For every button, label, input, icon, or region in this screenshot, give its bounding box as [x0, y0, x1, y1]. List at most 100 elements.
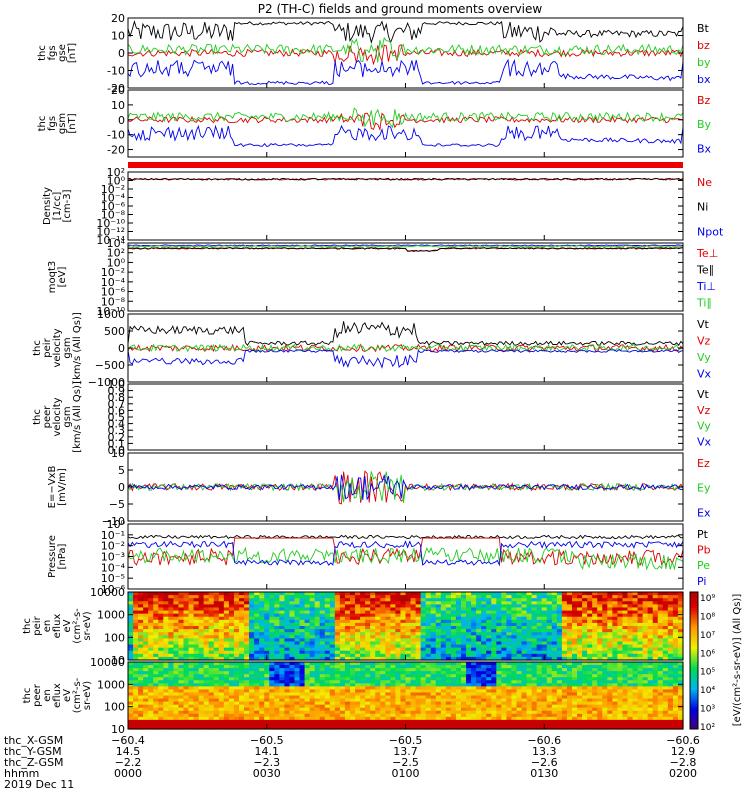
heat-cell — [143, 647, 149, 652]
heat-cell — [304, 668, 311, 672]
heat-cell — [264, 719, 270, 724]
heat-cell — [551, 601, 558, 605]
heat-cell — [183, 677, 190, 681]
heat-cell — [193, 674, 200, 678]
heat-cell — [506, 674, 513, 678]
heat-cell — [561, 632, 568, 636]
heat-cell — [173, 653, 180, 658]
heat-cell — [667, 601, 674, 605]
heat-cell — [461, 616, 467, 621]
series-efield-1 — [127, 471, 684, 504]
heat-cell — [440, 707, 447, 712]
heat-cell — [233, 719, 240, 724]
heat-cell — [435, 592, 442, 596]
heat-cell — [309, 722, 316, 727]
heat-cell — [259, 610, 265, 615]
heat-cell — [481, 635, 487, 639]
heat-cell — [405, 671, 412, 675]
heat-cell — [138, 592, 144, 596]
heat-cell — [355, 695, 361, 700]
heat-cell — [455, 692, 462, 697]
heat-cell — [425, 707, 432, 712]
heat-cell — [627, 710, 634, 715]
heat-cell — [607, 719, 613, 724]
heat-cell — [355, 668, 361, 672]
heat-cell — [173, 671, 180, 675]
heat-cell — [476, 619, 482, 624]
heat-cell — [662, 601, 669, 605]
heat-cell — [496, 683, 502, 687]
heat-cell — [138, 680, 144, 684]
heat-cell — [415, 686, 422, 691]
heat-cell — [329, 710, 336, 715]
heat-cell — [173, 680, 180, 684]
heat-cell — [339, 707, 346, 712]
heat-cell — [471, 632, 477, 636]
heat-cell — [163, 671, 169, 675]
heat-cell — [138, 695, 144, 700]
heat-cell — [193, 619, 200, 624]
heat-cell — [597, 622, 603, 627]
heat-cell — [375, 635, 381, 639]
heat-cell — [632, 598, 639, 602]
heat-cell — [254, 707, 260, 712]
heat-cell — [314, 695, 321, 700]
heat-cell — [299, 722, 306, 727]
heat-cell — [627, 686, 634, 691]
heat-cell — [430, 725, 437, 730]
heat-cell — [536, 619, 543, 624]
heat-cell — [375, 644, 381, 649]
heat-cell — [602, 644, 608, 649]
heat-cell — [430, 638, 437, 643]
heat-cell — [158, 674, 164, 678]
ylabel-line: Pressure — [47, 535, 58, 578]
heat-cell — [420, 610, 427, 615]
heat-cell — [587, 686, 593, 691]
heat-cell — [138, 674, 144, 678]
heat-cell — [319, 641, 326, 646]
heat-cell — [249, 668, 255, 672]
heat-cell — [440, 601, 447, 605]
heat-cell — [450, 632, 457, 636]
heat-cell — [597, 719, 603, 724]
heat-cell — [390, 653, 397, 658]
heat-cell — [319, 689, 326, 694]
heat-cell — [425, 641, 432, 646]
heat-cell — [440, 641, 447, 646]
heat-cell — [511, 607, 518, 612]
heat-cell — [259, 683, 265, 687]
heat-cell — [461, 638, 467, 643]
heat-cell — [566, 629, 573, 633]
heat-cell — [587, 595, 593, 599]
heat-cell — [506, 656, 513, 661]
heat-cell — [577, 710, 583, 715]
heat-cell — [319, 619, 326, 624]
heat-cell — [587, 680, 593, 684]
heat-cell — [561, 619, 568, 624]
heat-cell — [476, 689, 482, 694]
heat-cell — [420, 592, 427, 596]
heat-cell — [445, 725, 452, 730]
heat-cell — [304, 619, 311, 624]
heat-cell — [319, 677, 326, 681]
heat-cell — [491, 704, 497, 709]
heat-cell — [173, 595, 180, 599]
heat-cell — [536, 671, 543, 675]
heat-cell — [491, 610, 497, 615]
ylabel-line: gsm — [62, 406, 73, 427]
heat-cell — [284, 665, 291, 669]
heat-cell — [244, 653, 250, 658]
heat-cell — [249, 662, 255, 666]
heat-cell — [309, 677, 316, 681]
heat-cell — [657, 595, 664, 599]
heat-cell — [556, 632, 563, 636]
heat-cell — [455, 662, 462, 666]
heat-cell — [324, 653, 331, 658]
heat-cell — [233, 713, 240, 718]
heat-cell — [385, 677, 391, 681]
heat-cell — [425, 613, 432, 618]
heat-cell — [370, 677, 376, 681]
heat-cell — [350, 613, 356, 618]
heat-cell — [617, 598, 624, 602]
heat-cell — [592, 592, 598, 596]
